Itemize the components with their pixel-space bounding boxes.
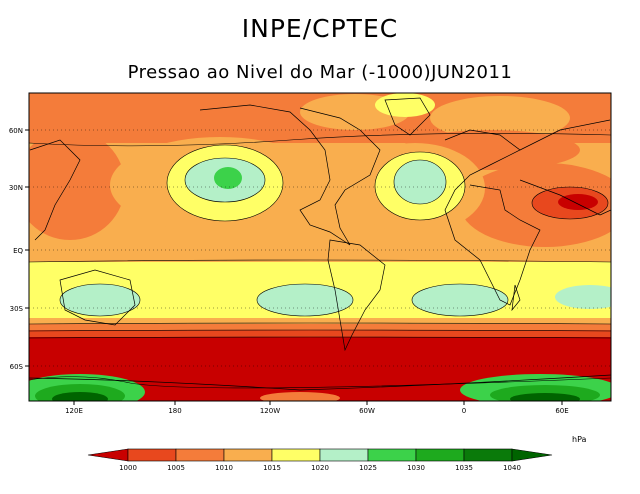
legend-level-label: 1000 [119, 464, 137, 472]
legend-level-label: 1035 [455, 464, 473, 472]
lon-tick-label: 180 [168, 407, 181, 415]
legend-swatch [319, 448, 369, 462]
legend-swatch [271, 448, 321, 462]
legend-swatch [87, 448, 129, 462]
lon-tick-label: 120E [65, 407, 83, 415]
lat-tick-label: EQ [13, 247, 23, 255]
legend-level-label: 1010 [215, 464, 233, 472]
lon-axis: 120E 180 120W 60W 0 60E [65, 401, 569, 415]
lat-tick-label: 60N [9, 127, 23, 135]
lon-tick-label: 60W [359, 407, 375, 415]
legend-level-label: 1020 [311, 464, 329, 472]
legend-level-label: 1030 [407, 464, 425, 472]
legend-swatch [415, 448, 465, 462]
pressure-field [29, 93, 611, 401]
legend-level-label: 1015 [263, 464, 281, 472]
lat-axis: 60N 30N EQ 30S 60S [9, 127, 29, 371]
lon-tick-label: 120W [260, 407, 280, 415]
legend-unit: hPa [572, 435, 587, 444]
legend-swatch [223, 448, 273, 462]
lon-tick-label: 60E [555, 407, 568, 415]
lat-tick-label: 30S [10, 305, 24, 313]
legend-level-label: 1040 [503, 464, 521, 472]
legend-swatch [175, 448, 225, 462]
chart-title: INPE/CPTEC [241, 14, 399, 43]
legend-swatch [511, 448, 553, 462]
legend-swatch [367, 448, 417, 462]
chart-subtitle: Pressao ao Nivel do Mar (-1000)JUN2011 [127, 62, 513, 83]
map-frame [28, 92, 612, 402]
legend-level-label: 1025 [359, 464, 377, 472]
lat-tick-label: 30N [9, 184, 23, 192]
lon-tick-label: 0 [462, 407, 466, 415]
legend-level-label: 1005 [167, 464, 185, 472]
lat-tick-label: 60S [10, 363, 24, 371]
legend-swatch [463, 448, 513, 462]
legend-swatch [127, 448, 177, 462]
color-legend: 1000 1005 1010 1015 1020 1025 1030 1035 1040 [87, 448, 553, 472]
